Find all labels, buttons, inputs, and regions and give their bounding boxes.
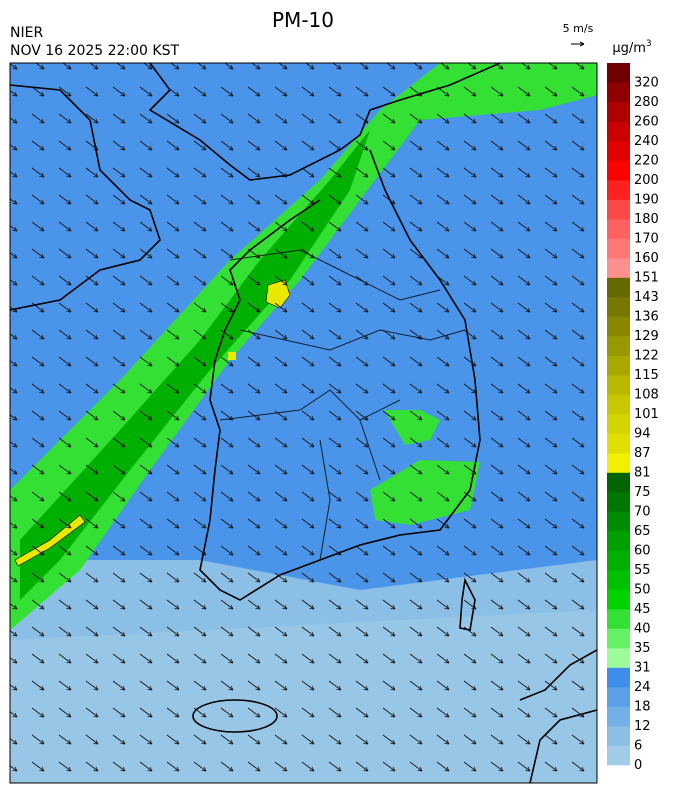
map-frame: [9, 62, 598, 784]
colorbar-box: [607, 433, 630, 454]
colorbar-label: 60: [634, 544, 651, 559]
colorbar-label: 35: [634, 641, 651, 656]
colorbar-label: 81: [634, 466, 651, 481]
colorbar-box: [607, 726, 630, 746]
unit-base: µg/m: [612, 41, 646, 56]
wind-scale-label: 5 m/s: [563, 22, 594, 35]
colorbar-box: [607, 102, 630, 122]
colorbar-label: 260: [634, 115, 659, 130]
colorbar-label: 108: [634, 388, 659, 403]
colorbar-box: [607, 82, 630, 103]
colorbar-box: [607, 121, 630, 142]
colorbar-label: 115: [634, 368, 659, 383]
colorbar-label: 40: [634, 622, 651, 637]
title: PM-10: [272, 8, 334, 32]
unit-sup: 3: [646, 39, 652, 49]
colorbar-box: [607, 336, 630, 356]
agency: NIER: [10, 25, 43, 41]
colorbar-box: [607, 238, 630, 259]
colorbar-box: [607, 63, 630, 83]
colorbar-box: [607, 706, 630, 727]
colorbar-label: 55: [634, 563, 651, 578]
colorbar-box: [607, 160, 630, 181]
colorbar-label: 200: [634, 173, 659, 188]
colorbar-box: [607, 277, 630, 298]
colorbar-box: [607, 472, 630, 493]
map: [10, 63, 597, 783]
colorbar-label: 151: [634, 271, 659, 286]
colorbar-box: [607, 492, 630, 512]
colorbar-unit: µg/m3: [612, 39, 651, 56]
colorbar-box: [607, 550, 630, 571]
colorbar-label: 45: [634, 602, 651, 617]
colorbar-box: [607, 355, 630, 376]
colorbar-label: 280: [634, 95, 659, 110]
colorbar-label: 160: [634, 251, 659, 266]
colorbar-label: 31: [634, 661, 651, 676]
colorbar-label: 240: [634, 134, 659, 149]
colorbar-label: 220: [634, 154, 659, 169]
colorbar-box: [607, 570, 630, 590]
colorbar-label: 143: [634, 290, 659, 305]
colorbar-label: 18: [634, 700, 651, 715]
colorbar-label: 136: [634, 310, 659, 325]
colorbar-label: 122: [634, 349, 659, 364]
colorbar-box: [607, 375, 630, 395]
colorbar: 0 6 12 18 24 31 35 40 45 50 55 60 65 70 75 81 87 94 101 108…: [607, 63, 659, 773]
colorbar-box: [607, 453, 630, 473]
colorbar-box: [607, 609, 630, 629]
colorbar-box: [607, 199, 630, 220]
colorbar-box: [607, 141, 630, 161]
colorbar-label: 101: [634, 407, 659, 422]
colorbar-box: [607, 589, 630, 610]
colorbar-label: 190: [634, 193, 659, 208]
colorbar-box: [607, 219, 630, 239]
colorbar-label: 87: [634, 446, 651, 461]
timestamp: NOV 16 2025 22:00 KST: [10, 43, 179, 59]
colorbar-label: 12: [634, 719, 651, 734]
colorbar-label: 180: [634, 212, 659, 227]
colorbar-box: [607, 745, 630, 766]
colorbar-box: [607, 414, 630, 434]
colorbar-box: [607, 297, 630, 317]
colorbar-box: [607, 667, 630, 688]
colorbar-box: [607, 394, 630, 415]
colorbar-box: [607, 316, 630, 337]
colorbar-label: 0: [634, 758, 642, 773]
colorbar-label: 320: [634, 76, 659, 91]
colorbar-label: 170: [634, 232, 659, 247]
colorbar-label: 24: [634, 680, 651, 695]
colorbar-box: [607, 180, 630, 200]
colorbar-label: 65: [634, 524, 651, 539]
colorbar-box: [607, 687, 630, 707]
wind-scale-arrowhead: [579, 41, 585, 47]
colorbar-box: [607, 531, 630, 551]
colorbar-label: 75: [634, 485, 651, 500]
colorbar-box: [607, 258, 630, 278]
colorbar-box: [607, 628, 630, 649]
colorbar-box: [607, 511, 630, 532]
wind-arrows: [10, 63, 597, 783]
colorbar-label: 94: [634, 427, 651, 442]
colorbar-label: 6: [634, 739, 642, 754]
colorbar-label: 129: [634, 329, 659, 344]
colorbar-label: 50: [634, 583, 651, 598]
colorbar-box: [607, 648, 630, 668]
colorbar-label: 70: [634, 505, 651, 520]
